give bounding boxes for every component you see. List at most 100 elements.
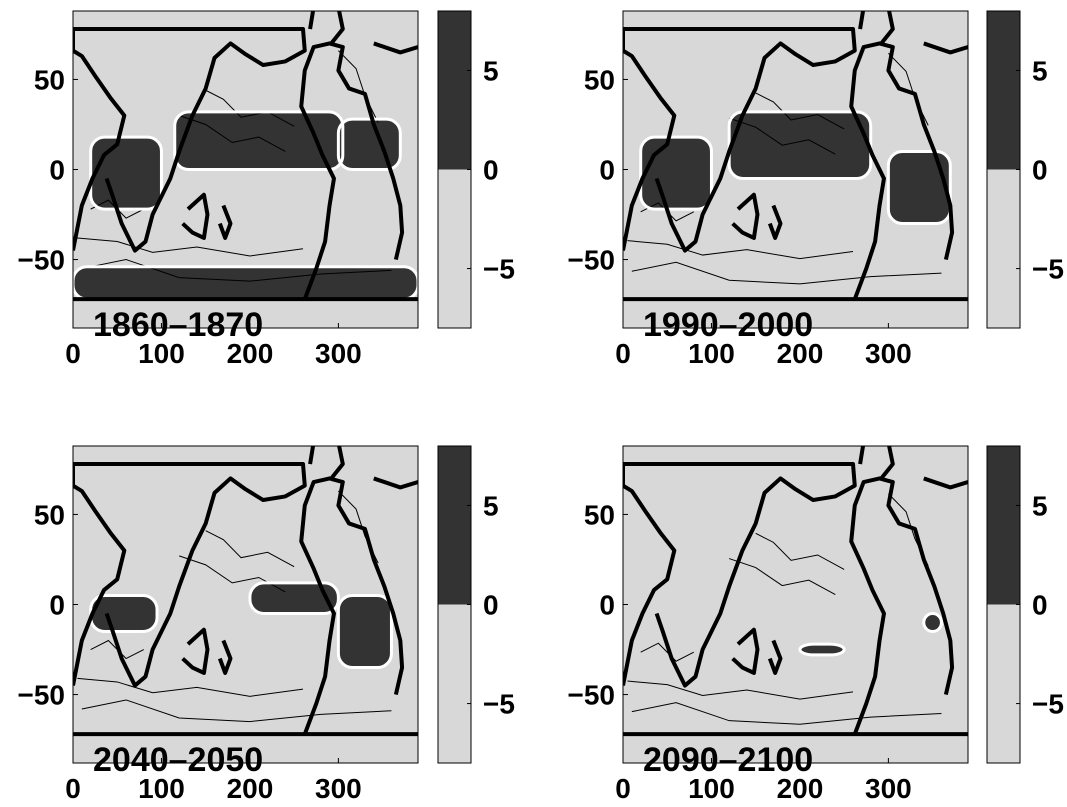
coastline <box>767 204 783 240</box>
y-tick-label: −50 <box>568 245 616 276</box>
contour-line <box>640 642 694 662</box>
contour-line <box>631 261 942 285</box>
colorbar-tick-label: 5 <box>1032 490 1048 521</box>
coastline <box>731 192 760 240</box>
x-tick-label: 300 <box>865 338 912 369</box>
coastline <box>73 483 127 686</box>
period-label: 2090–2100 <box>643 741 813 779</box>
zero-contour <box>89 135 163 211</box>
zero-contour <box>248 581 340 616</box>
positive-region-2 <box>640 137 712 210</box>
positive-region-4 <box>338 119 401 170</box>
contour-line <box>81 699 392 723</box>
coastline <box>731 627 760 675</box>
positive-region-2 <box>90 595 158 632</box>
coastline <box>181 192 210 240</box>
colorbar-tick-label: −5 <box>1032 689 1064 720</box>
field-map <box>623 446 968 763</box>
y-tick-label: −50 <box>18 245 66 276</box>
positive-region-1 <box>729 111 871 179</box>
coastline <box>373 476 418 490</box>
colorbar-positive <box>987 446 1020 605</box>
coastline <box>308 11 345 45</box>
x-tick-label: 300 <box>865 773 912 804</box>
x-tick-label: 200 <box>777 773 824 804</box>
coastline <box>623 483 677 686</box>
colorbar-tick-label: 5 <box>1032 55 1048 86</box>
y-tick-label: 0 <box>49 590 65 621</box>
positive-region-2 <box>174 111 343 170</box>
x-tick-label: 100 <box>688 338 735 369</box>
positive-region-1 <box>249 582 339 614</box>
colorbar-tick-label: −5 <box>483 689 515 720</box>
contour-line <box>627 240 854 260</box>
y-tick-label: 50 <box>34 499 65 530</box>
colorbar-positive <box>438 11 471 170</box>
coastline <box>858 446 895 480</box>
positive-region-1 <box>73 266 418 300</box>
x-tick-label: 0 <box>615 338 631 369</box>
colorbar-negative <box>438 604 471 763</box>
zero-contour <box>173 110 345 172</box>
coastline <box>73 27 307 253</box>
coastline <box>217 639 233 675</box>
coastline <box>923 41 968 55</box>
contour-line <box>77 237 304 257</box>
field-map <box>73 11 418 328</box>
colorbar-tick-label: 5 <box>483 55 499 86</box>
contour-line <box>205 530 295 568</box>
contour-line <box>178 114 286 152</box>
coastline <box>73 48 127 251</box>
colorbar-tick-label: 0 <box>1032 590 1048 621</box>
colorbar-positive <box>987 11 1020 170</box>
zero-contour <box>922 612 943 634</box>
y-tick-label: 0 <box>599 155 615 186</box>
zero-contour <box>798 642 846 657</box>
coastline <box>623 462 857 688</box>
colorbar-negative <box>438 169 471 328</box>
contour-line <box>81 259 392 282</box>
period-label: 2040–2050 <box>93 741 263 779</box>
coastline <box>849 476 955 735</box>
colorbar-negative <box>987 169 1020 328</box>
colorbar-tick-label: 0 <box>1032 155 1048 186</box>
positive-region-2 <box>923 613 942 632</box>
contour-line <box>627 680 854 700</box>
colorbar: 5 0 −5 <box>437 10 515 329</box>
contour-line <box>338 50 379 123</box>
colorbar-positive <box>438 446 471 605</box>
y-tick-label: 0 <box>599 590 615 621</box>
period-label: 1990–2000 <box>643 306 813 344</box>
colorbar-tick-label: 0 <box>483 155 499 186</box>
contour-line <box>755 532 845 570</box>
positive-region-3 <box>90 137 162 210</box>
positive-region-1 <box>799 644 845 655</box>
y-tick-label: −50 <box>568 680 616 711</box>
coastline <box>299 41 405 300</box>
field-map <box>73 446 418 763</box>
x-tick-label: 100 <box>138 773 185 804</box>
contour-line <box>631 702 942 725</box>
x-tick-label: 100 <box>688 773 735 804</box>
zero-contour <box>336 117 402 172</box>
x-tick-label: 100 <box>138 338 185 369</box>
coastline <box>73 462 307 688</box>
coastline <box>308 446 345 480</box>
coastline <box>623 48 677 251</box>
colorbar: 5 0 −5 <box>437 445 515 764</box>
contour-line <box>205 89 295 127</box>
coastline <box>858 11 895 45</box>
x-tick-label: 200 <box>227 773 274 804</box>
zero-contour <box>727 110 873 181</box>
zero-contour <box>639 135 713 211</box>
contour-line <box>77 677 304 697</box>
zero-contour <box>336 593 393 670</box>
y-tick-label: 50 <box>584 64 615 95</box>
colorbar-tick-label: −5 <box>483 254 515 285</box>
y-tick-label: 0 <box>49 155 65 186</box>
colorbar-tick-label: −5 <box>1032 254 1064 285</box>
colorbar-tick-label: 0 <box>483 590 499 621</box>
contour-line <box>728 117 836 155</box>
